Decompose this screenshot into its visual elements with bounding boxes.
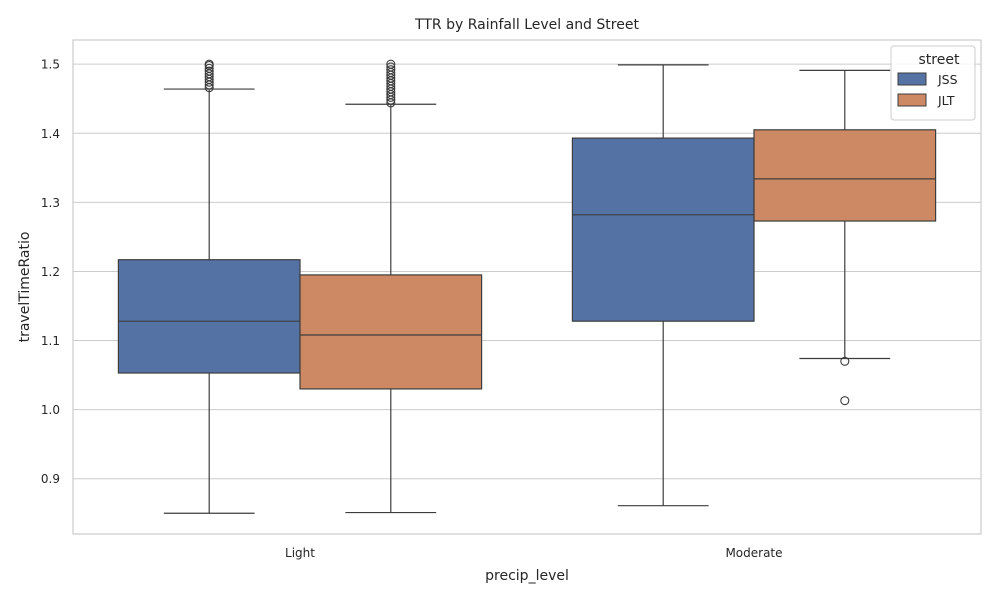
iqr-box [571, 137, 755, 322]
y-tick-labels: 0.9 1.0 1.1 1.2 1.3 1.4 1.5 [41, 58, 60, 487]
outlier-point [386, 65, 396, 75]
iqr-box [299, 274, 483, 390]
legend-swatch [897, 93, 927, 107]
outlier-point [386, 62, 396, 72]
outlier-point [840, 356, 850, 366]
iqr-box [117, 259, 301, 374]
box-jlt-light [299, 59, 483, 514]
outlier-point [840, 396, 850, 406]
outlier-point [204, 59, 214, 69]
chart-title: TTR by Rainfall Level and Street [414, 17, 639, 33]
y-tick-label: 1.1 [41, 334, 60, 348]
outlier-point [204, 63, 214, 73]
outlier-point [204, 66, 214, 76]
box-jss-moderate [571, 64, 755, 507]
box-layer [117, 59, 937, 514]
legend-swatch [897, 72, 927, 86]
y-tick-label: 1.0 [41, 403, 60, 417]
x-tick-label: Moderate [725, 546, 782, 560]
x-tick-labels: Light Moderate [285, 546, 783, 560]
x-axis-label: precip_level [485, 568, 569, 584]
legend-entry-label: JLT [937, 93, 955, 108]
plot-frame [72, 39, 982, 535]
legend-entries: JSS JLT [897, 72, 958, 108]
box-jlt-moderate [753, 69, 937, 406]
legend-title: street [919, 52, 960, 68]
box-jss-light [117, 59, 301, 514]
y-tick-label: 0.9 [41, 472, 60, 486]
outlier-point [386, 59, 396, 69]
y-tick-label: 1.2 [41, 265, 60, 279]
x-tick-label: Light [285, 546, 315, 560]
iqr-box [753, 129, 937, 222]
y-axis-label: travelTimeRatio [17, 232, 33, 343]
legend-entry-label: JSS [937, 72, 958, 87]
y-tick-label: 1.5 [41, 58, 60, 72]
legend: street JSS JLT [890, 45, 976, 121]
y-tick-label: 1.4 [41, 127, 60, 141]
y-tick-label: 1.3 [41, 196, 60, 210]
